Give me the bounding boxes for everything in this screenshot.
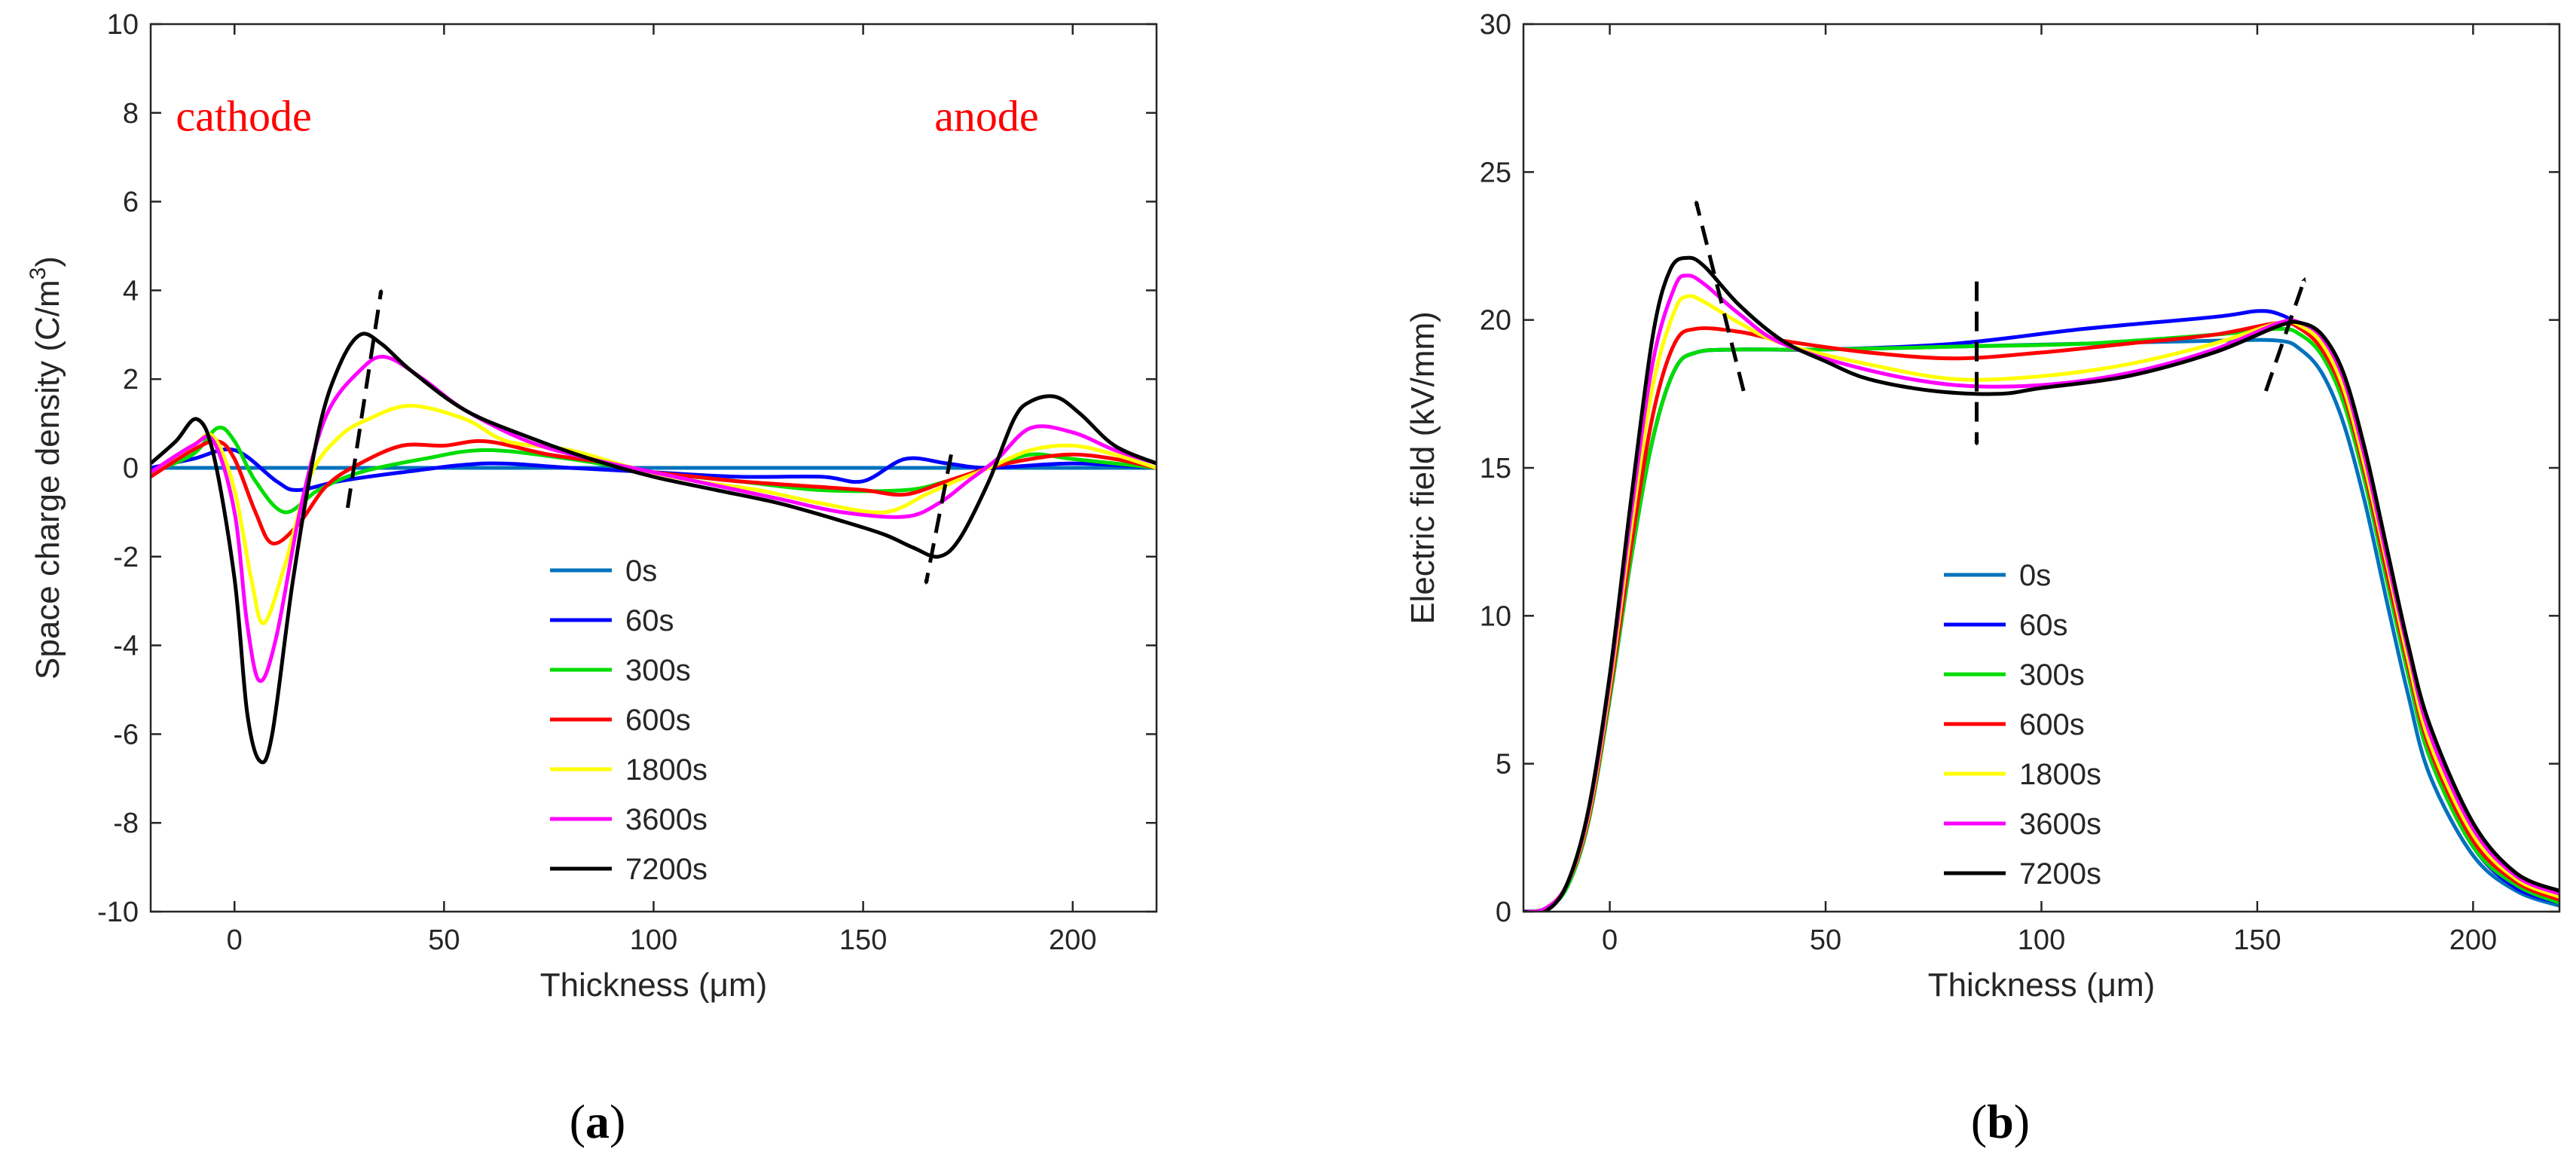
chart-a-ylabel: Space charge density (C/m3) — [26, 256, 66, 680]
chart-b-legend-label: 7200s — [2019, 857, 2101, 891]
chart-a-legend-label: 0s — [625, 555, 657, 588]
chart-b-xtick-label: 100 — [2018, 924, 2065, 956]
chart-a-ytick-label: 0 — [123, 453, 139, 484]
chart-a-trend-arrow — [924, 454, 953, 585]
chart-a-ytick-label: -8 — [113, 808, 139, 839]
chart-b-ylabel: Electric field (kV/mm) — [1404, 311, 1441, 625]
chart-a-legend: 0s 60s 300s 600s 1800s 3600s 7200s — [550, 555, 707, 886]
chart-a-ytick-label: -10 — [97, 897, 139, 928]
chart-b-xtick-label: 50 — [1810, 924, 1841, 956]
chart-b-ytick-label: 5 — [1496, 749, 1511, 781]
chart-b-legend-label: 600s — [2019, 708, 2085, 741]
chart-a-xtick-label: 100 — [630, 924, 677, 956]
chart-b-ytick-label: 25 — [1480, 157, 1511, 188]
chart-a-xlabel: Thickness (μm) — [540, 967, 768, 1004]
chart-a-legend-label: 3600s — [625, 803, 707, 836]
chart-a-axes-frame — [149, 23, 1158, 913]
chart-a-ytick-label: -2 — [113, 542, 139, 573]
chart-a-xtick-label: 0 — [227, 924, 243, 956]
chart-b-series-group — [1523, 255, 2559, 912]
chart-b-legend-label: 3600s — [2019, 808, 2101, 841]
chart-a-ytick-label: 2 — [123, 364, 139, 396]
chart-panel-b: 0 5 10 15 20 25 30 0 50 100 150 200 0s 60s 300s 600s 180… — [1404, 9, 2561, 1148]
chart-b-axes-frame — [1522, 23, 2561, 913]
chart-a-legend-label: 60s — [625, 604, 674, 637]
chart-a-series-group — [151, 332, 1157, 765]
chart-a-legend-label: 7200s — [625, 853, 707, 886]
chart-b-ytick-label: 20 — [1480, 305, 1511, 337]
chart-a-legend-label: 300s — [625, 654, 691, 687]
chart-b-ytick-label: 30 — [1480, 9, 1511, 41]
chart-b-xtick-label: 150 — [2233, 924, 2281, 956]
chart-a-xtick-label: 50 — [428, 924, 460, 956]
chart-b-legend: 0s 60s 300s 600s 1800s 3600s 7200s — [1944, 559, 2101, 891]
chart-b-xtick-label: 200 — [2449, 924, 2497, 956]
chart-b-legend-label: 60s — [2019, 609, 2068, 642]
chart-b-xtick-label: 0 — [1602, 924, 1618, 956]
chart-b-ytick-label: 10 — [1480, 600, 1511, 632]
chart-a-annotation-anode: anode — [934, 91, 1039, 140]
chart-a-ytick-label: 8 — [123, 98, 139, 130]
chart-b-series-7200s — [1523, 255, 2559, 912]
chart-b-ytick-label: 0 — [1496, 897, 1511, 928]
chart-a-series-1800s — [151, 404, 1157, 625]
chart-b-ytick-label: 15 — [1480, 453, 1511, 484]
chart-b-legend-label: 300s — [2019, 658, 2085, 692]
chart-a-panel-label: (a) — [570, 1095, 626, 1148]
chart-a-ytick-label: -4 — [113, 631, 139, 662]
chart-b-plot-area — [1523, 24, 2559, 912]
chart-b-trend-arrow — [2264, 277, 2307, 392]
chart-b-xlabel: Thickness (μm) — [1928, 967, 2156, 1004]
chart-b-legend-label: 1800s — [2019, 758, 2101, 791]
chart-a-series-7200s — [151, 332, 1157, 765]
chart-b-legend-label: 0s — [2019, 559, 2051, 592]
chart-a-xtick-label: 150 — [839, 924, 887, 956]
chart-a-xtick-label: 200 — [1049, 924, 1096, 956]
chart-a-legend-label: 1800s — [625, 753, 707, 787]
chart-a-annotation-cathode: cathode — [176, 91, 311, 140]
chart-a-ytick-label: 6 — [123, 187, 139, 218]
chart-a-legend-label: 600s — [625, 704, 691, 737]
chart-a-series-3600s — [151, 354, 1157, 683]
chart-a-trend-arrow — [345, 289, 383, 509]
chart-a-ytick-label: 10 — [107, 9, 139, 41]
chart-a-ytick-label: -6 — [113, 719, 139, 750]
chart-a-ytick-label: 4 — [123, 275, 139, 307]
chart-b-panel-label: (b) — [1971, 1095, 2030, 1148]
chart-b-trend-arrow — [1694, 200, 1746, 392]
